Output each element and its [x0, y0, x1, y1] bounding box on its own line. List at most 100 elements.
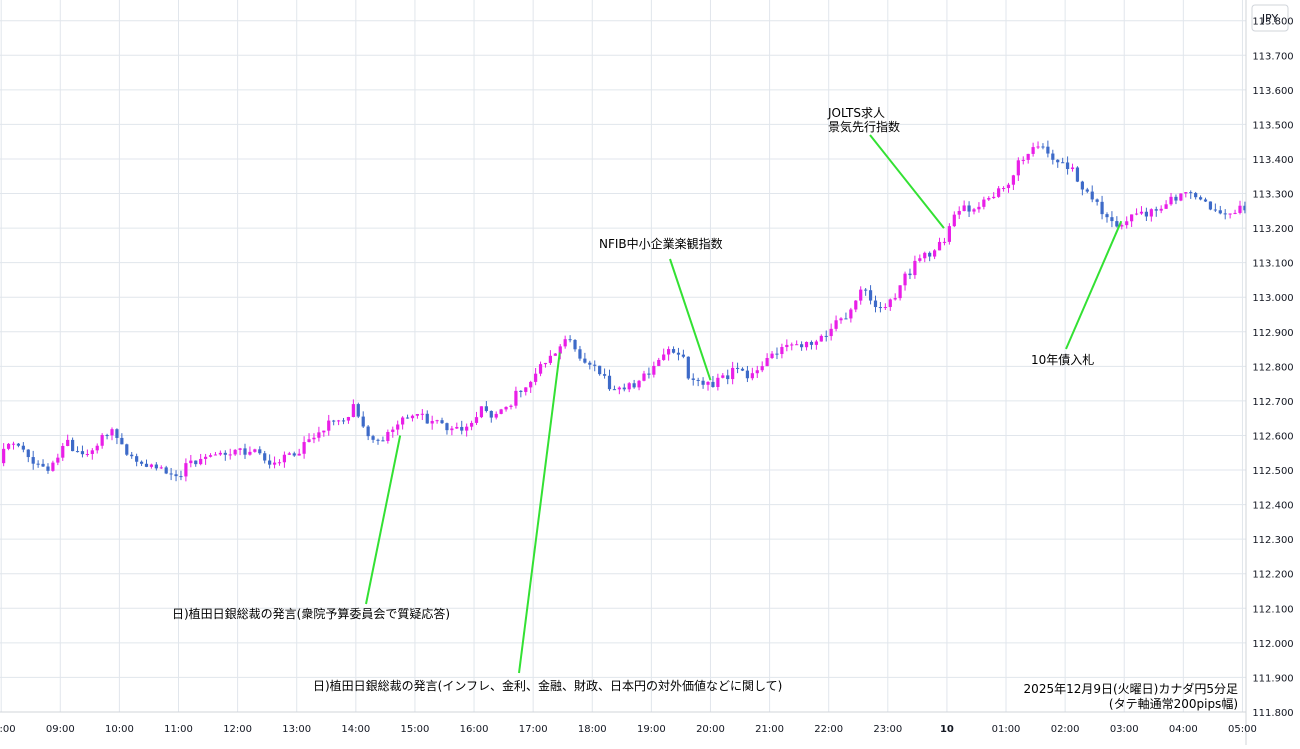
candle-up	[992, 196, 996, 199]
annotation-pointer	[669, 258, 712, 381]
candle-up	[11, 443, 16, 445]
annotation-pointer	[869, 134, 945, 229]
candle-up	[997, 188, 1001, 197]
candle-up	[923, 252, 927, 259]
candle-down	[41, 463, 45, 467]
candle-down	[376, 439, 380, 441]
candle-down	[125, 444, 129, 455]
x-tick-label: 15:00	[401, 724, 430, 735]
candle-down	[80, 451, 85, 455]
candle-down	[622, 387, 626, 390]
x-tick-label: 11:00	[164, 724, 193, 735]
candle-down	[519, 390, 523, 392]
candle-up	[218, 452, 222, 455]
currency-badge[interactable]	[1251, 4, 1289, 32]
x-tick-label: 03:00	[1110, 724, 1139, 735]
candle-down	[258, 449, 262, 454]
candle-up	[982, 199, 986, 207]
candle-down	[967, 205, 971, 212]
candle-down	[484, 406, 488, 411]
candle-down	[726, 375, 730, 380]
annotations: 日)植田日銀総裁の発言(衆院予算委員会で質疑応答) 日)植田日銀総裁の発言(インフ…	[172, 106, 1123, 693]
candle-up	[1125, 221, 1129, 226]
y-tick-label: 112.700	[1252, 397, 1293, 408]
candle-up	[248, 451, 252, 455]
x-tick-label: 12:00	[223, 724, 252, 735]
y-tick-label: 113.500	[1252, 120, 1293, 131]
candle-down	[864, 289, 868, 291]
candle-down	[174, 474, 178, 477]
candle-up	[1011, 175, 1016, 185]
candle-up	[110, 429, 114, 436]
candle-down	[1061, 162, 1065, 164]
candle-up	[401, 417, 405, 425]
annotation-pointer	[518, 352, 561, 674]
y-tick-label: 112.200	[1252, 570, 1293, 581]
candle-up	[765, 358, 769, 367]
candle-down	[1085, 189, 1089, 192]
candle-down	[366, 426, 370, 437]
candle-up	[1130, 214, 1134, 222]
candle-down	[75, 451, 80, 453]
candle-down	[243, 448, 247, 455]
candle-down	[139, 461, 144, 464]
candle-up	[1233, 212, 1237, 214]
candle-down	[1203, 199, 1208, 202]
candle-down	[268, 460, 272, 465]
candle-up	[977, 206, 981, 210]
candle-down	[1154, 209, 1158, 211]
candle-down	[194, 460, 198, 465]
candle-down	[1090, 191, 1094, 200]
annotation-label: 景気先行指数	[828, 119, 900, 134]
candle-down	[263, 453, 267, 461]
y-tick-label: 112.800	[1252, 362, 1293, 373]
candle-up	[839, 318, 843, 321]
candle-up	[563, 339, 567, 347]
candle-down	[800, 344, 804, 348]
candle-up	[716, 377, 720, 388]
candles	[2, 140, 1247, 482]
candle-up	[465, 426, 469, 431]
candle-up	[317, 432, 321, 438]
candle-up	[287, 453, 291, 455]
candle-up	[529, 381, 533, 388]
candle-down	[46, 466, 50, 471]
candle-down	[21, 445, 25, 450]
candle-up	[987, 198, 991, 200]
candle-down	[144, 463, 149, 467]
candle-up	[351, 404, 355, 418]
candle-down	[873, 300, 878, 308]
candle-up	[524, 387, 528, 392]
candle-down	[711, 381, 715, 388]
candle-up	[790, 344, 794, 346]
annotation-label: 日)植田日銀総裁の発言(衆院予算委員会で質疑応答)	[172, 606, 450, 621]
candle-up	[100, 435, 104, 446]
candle-up	[1006, 184, 1011, 189]
candle-up	[2, 448, 6, 464]
candle-down	[1041, 146, 1045, 148]
candle-down	[1110, 217, 1114, 222]
candle-down	[701, 380, 705, 385]
x-tick-label: 04:00	[1169, 724, 1198, 735]
candle-down	[1095, 199, 1099, 202]
candle-up	[721, 375, 725, 378]
candle-up	[1149, 209, 1153, 217]
candle-down	[735, 367, 740, 369]
x-tick-label: 14:00	[341, 724, 370, 735]
candle-up	[203, 456, 208, 459]
candle-down	[612, 389, 617, 391]
candle-up	[1139, 211, 1144, 214]
candle-up	[667, 349, 671, 355]
candle-down	[573, 340, 577, 350]
y-tick-label: 112.300	[1252, 535, 1293, 546]
y-tick-label: 113.400	[1252, 155, 1293, 166]
candle-down	[696, 379, 700, 381]
candle-up	[51, 462, 55, 471]
x-tick-label: 16:00	[460, 724, 489, 735]
candle-up	[499, 409, 503, 414]
y-tick-label: 112.000	[1252, 639, 1293, 650]
candle-up	[282, 454, 287, 463]
